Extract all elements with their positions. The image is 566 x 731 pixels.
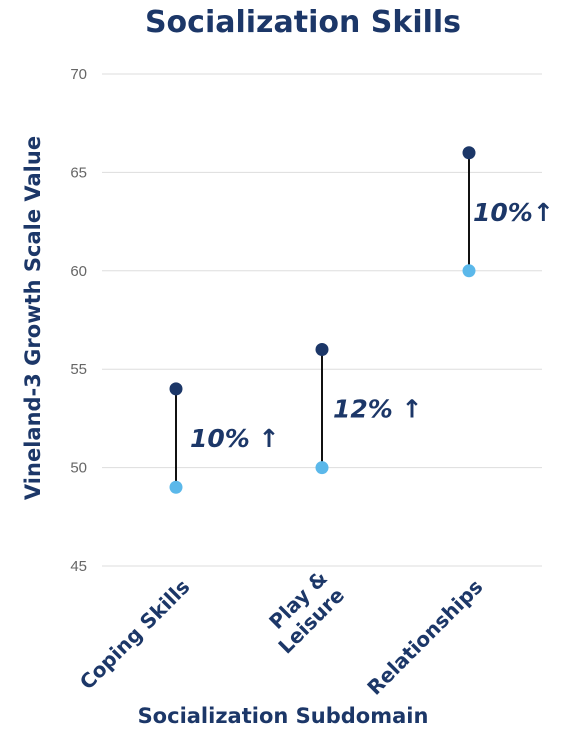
y-axis-title: Vineland-3 Growth Scale Value: [21, 136, 45, 500]
x-category-line: Coping Skills: [75, 575, 195, 695]
baseline-point: [169, 480, 183, 494]
y-tick-label: 50: [70, 460, 87, 477]
x-category-label: Play &Leisure: [264, 566, 349, 658]
change-label: 10%↑: [473, 198, 554, 227]
baseline-point: [315, 461, 329, 475]
x-category-label: Relationships: [362, 575, 487, 700]
followup-point: [462, 146, 476, 160]
dumbbell-stems: [175, 152, 470, 488]
y-tick-label: 60: [70, 263, 87, 280]
y-tick-label: 45: [70, 558, 87, 575]
change-label: 12% ↑: [333, 395, 423, 424]
change-annotations: 10% ↑ 12% ↑ 10%↑: [190, 198, 554, 453]
data-points: [169, 146, 476, 494]
x-category-line: Relationships: [362, 575, 487, 700]
x-axis-categories: Coping Skills Play &Leisure Relationships: [75, 566, 488, 700]
y-axis-ticks: 45 50 55 60 65 70: [70, 66, 87, 575]
y-tick-label: 55: [70, 361, 87, 378]
change-label: 10% ↑: [190, 424, 280, 453]
x-axis-title: Socialization Subdomain: [138, 704, 429, 728]
gridlines: [102, 73, 542, 567]
followup-point: [315, 343, 329, 357]
y-tick-label: 65: [70, 164, 87, 181]
followup-point: [169, 382, 183, 396]
x-category-label: Coping Skills: [75, 575, 195, 695]
baseline-point: [462, 264, 476, 278]
y-tick-label: 70: [70, 66, 87, 83]
chart-title: Socialization Skills: [145, 5, 461, 40]
